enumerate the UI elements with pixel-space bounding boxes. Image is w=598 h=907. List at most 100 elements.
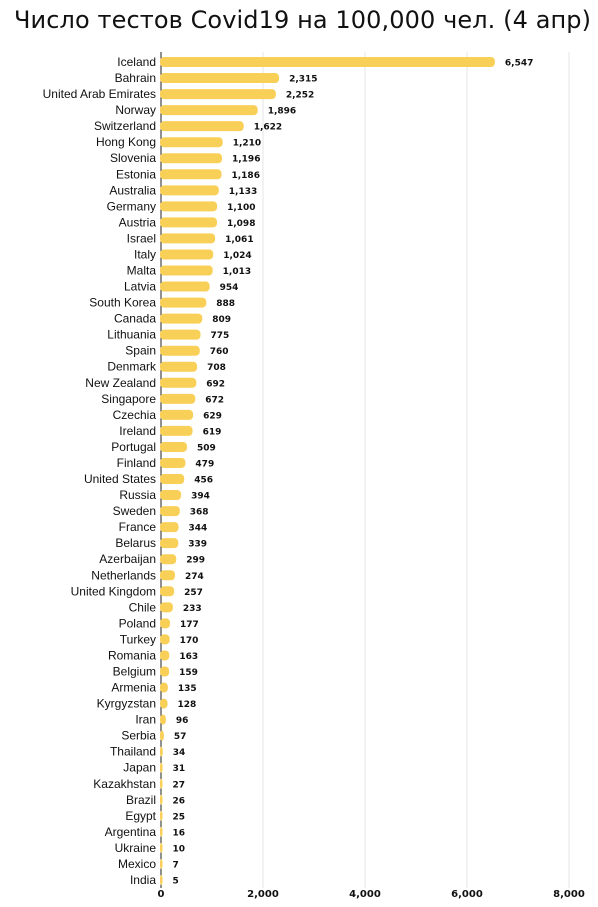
value-label: 135 (178, 684, 197, 694)
category-label: India (130, 873, 156, 887)
x-tick-label: 2,000 (247, 889, 279, 900)
category-label: Armenia (111, 681, 156, 695)
value-label: 299 (186, 556, 205, 566)
bar (160, 217, 217, 228)
bar (160, 57, 495, 67)
bar (160, 650, 170, 661)
bar (160, 682, 168, 693)
value-label: 274 (185, 572, 204, 582)
value-label: 163 (179, 652, 198, 662)
bar (160, 393, 196, 404)
value-label: 31 (173, 764, 186, 774)
value-label: 27 (173, 780, 186, 790)
bar (160, 522, 179, 533)
category-label: Bahrain (115, 71, 156, 85)
category-label: Hong Kong (96, 135, 156, 149)
value-label: 1,024 (223, 251, 251, 261)
bar (160, 313, 203, 324)
bar (160, 121, 244, 132)
value-label: 25 (173, 812, 186, 822)
value-label: 368 (190, 508, 209, 518)
category-label: Israel (127, 231, 156, 245)
category-label: Australia (109, 183, 156, 197)
bar (160, 762, 163, 773)
value-label: 344 (189, 524, 208, 534)
value-label: 692 (206, 379, 225, 389)
x-tick-label: 4,000 (349, 889, 381, 900)
value-label: 888 (216, 299, 235, 309)
category-label: Lithuania (107, 328, 156, 342)
bar (160, 457, 186, 468)
category-label: Kyrgyzstan (97, 697, 156, 711)
bar (160, 666, 170, 677)
category-label: France (119, 520, 157, 534)
category-label: Czechia (113, 408, 157, 422)
category-label: United Arab Emirates (43, 87, 156, 101)
bar (160, 409, 194, 420)
x-axis: 0 2,000 4,000 6,000 8,000 (158, 889, 585, 900)
category-labels: Iceland Bahrain United Arab Emirates Norway… (43, 55, 157, 887)
value-label: 128 (178, 700, 197, 710)
bar (160, 89, 276, 100)
value-label: 809 (212, 315, 231, 325)
bar (160, 297, 207, 308)
category-label: Iceland (117, 55, 156, 69)
bar (160, 618, 171, 629)
value-label: 6,547 (505, 59, 533, 69)
category-label: Japan (123, 761, 156, 775)
category-label: United States (84, 472, 156, 486)
bar (160, 265, 213, 276)
bar (160, 281, 210, 292)
bar (160, 858, 163, 869)
category-label: Turkey (120, 632, 156, 646)
value-label: 339 (188, 540, 207, 550)
bar (160, 73, 280, 84)
value-label: 1,622 (254, 123, 282, 133)
category-label: Italy (134, 247, 156, 261)
bar (160, 137, 223, 148)
value-label: 7 (173, 860, 179, 870)
value-label: 159 (179, 668, 198, 678)
bar (160, 185, 219, 196)
bar (160, 810, 163, 821)
category-label: Romania (108, 648, 156, 662)
value-label: 1,098 (227, 219, 255, 229)
category-label: Finland (117, 456, 156, 470)
bar (160, 490, 182, 501)
category-label: Sweden (113, 504, 156, 518)
category-label: Spain (125, 344, 156, 358)
value-label: 456 (194, 476, 213, 486)
value-labels: 6,547 2,315 2,252 1,896 1,622 1,210 1,196 1,186… (173, 59, 534, 887)
category-label: Egypt (125, 809, 156, 823)
category-label: Slovenia (110, 151, 156, 165)
category-label: Russia (119, 488, 156, 502)
category-label: Denmark (107, 360, 157, 374)
category-label: Estonia (116, 167, 156, 181)
value-label: 5 (173, 877, 179, 887)
value-label: 509 (197, 443, 216, 453)
value-label: 760 (210, 347, 229, 357)
value-label: 16 (173, 828, 186, 838)
value-label: 177 (180, 620, 199, 630)
x-tick-label: 0 (158, 889, 165, 900)
bar (160, 441, 187, 452)
bar (160, 586, 175, 597)
value-label: 708 (207, 363, 226, 373)
bar (160, 778, 163, 789)
value-label: 1,210 (233, 139, 261, 149)
category-label: Norway (115, 103, 156, 117)
x-tick-label: 8,000 (553, 889, 585, 900)
bar (160, 794, 163, 805)
value-label: 1,896 (268, 107, 296, 117)
bar (160, 826, 163, 837)
category-label: Switzerland (94, 119, 156, 133)
bar (160, 875, 163, 885)
bar (160, 345, 200, 356)
category-label: Argentina (105, 825, 157, 839)
bar (160, 153, 222, 164)
bar (160, 361, 198, 372)
gridlines (160, 52, 570, 888)
category-label: Serbia (121, 729, 156, 743)
value-label: 233 (183, 604, 202, 614)
value-label: 479 (195, 459, 214, 469)
